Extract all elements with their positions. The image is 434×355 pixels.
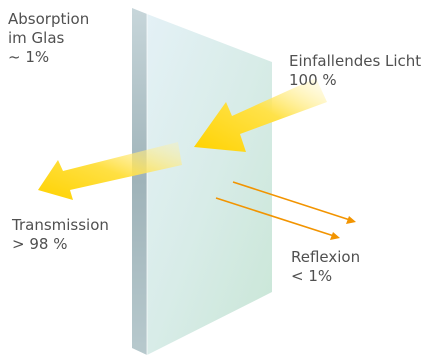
reflection-arrow-2 [215, 197, 335, 237]
glass-edge [132, 8, 147, 355]
reflection-arrow-1 [232, 181, 351, 221]
incident-light-arrow [194, 78, 327, 152]
reflection-line-1: Reflexion [291, 248, 361, 266]
glass-face [147, 14, 272, 355]
reflection-label: Reflexion < 1% [291, 248, 360, 286]
absorption-label: Absorption im Glas ~ 1% [8, 10, 89, 67]
reflection-arrows [215, 181, 356, 240]
transmission-label: Transmission > 98 % [12, 216, 109, 254]
incident-line-1: Einfallendes Licht [289, 52, 422, 70]
incident-line-2: 100 % [289, 71, 337, 89]
absorption-line-1: Absorption [8, 10, 90, 28]
reflection-line-2: < 1% [291, 267, 333, 285]
absorption-line-2: im Glas [8, 29, 65, 47]
incident-light-label: Einfallendes Licht 100 % [289, 52, 421, 90]
transmission-line-1: Transmission [12, 216, 109, 234]
transmission-arrow [38, 142, 182, 200]
transmission-line-2: > 98 % [12, 235, 68, 253]
glass-pane [132, 8, 272, 355]
absorption-line-3: ~ 1% [8, 48, 50, 66]
